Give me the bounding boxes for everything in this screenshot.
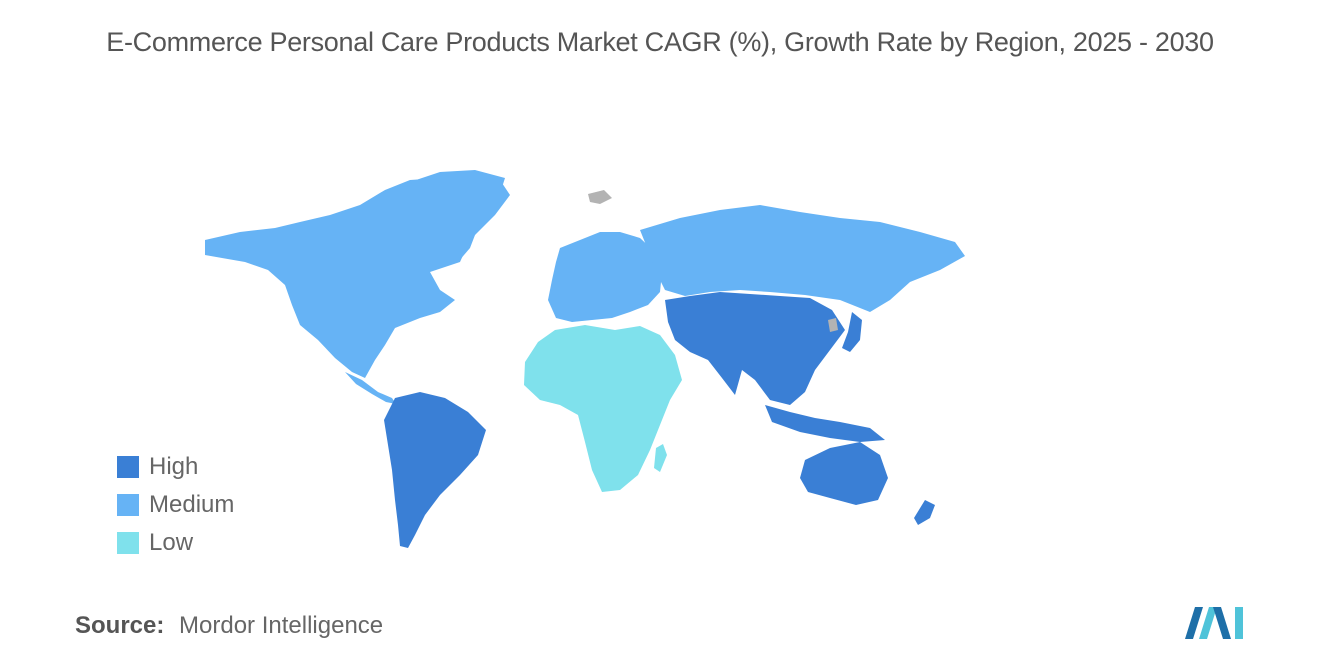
north-america <box>205 178 510 378</box>
south-america <box>384 392 486 548</box>
asia-pacific <box>665 292 845 405</box>
legend-label: Low <box>149 529 194 556</box>
source-value: Mordor Intelligence <box>179 612 384 639</box>
legend-swatch-low <box>117 532 139 554</box>
greenland <box>410 170 505 262</box>
middle-east-africa <box>524 325 682 492</box>
japan <box>842 312 862 352</box>
source-label: Source: <box>75 612 165 639</box>
russia-central-asia <box>640 205 965 312</box>
legend-label: Medium <box>149 491 235 518</box>
mordor-intelligence-logo <box>1185 607 1243 639</box>
legend-swatch-high <box>117 456 139 478</box>
legend-item-low: Low <box>117 524 234 562</box>
svalbard-no-data <box>588 190 612 204</box>
source-line: Source: Mordor Intelligence <box>75 612 383 640</box>
legend-label: High <box>149 453 199 480</box>
legend-item-medium: Medium <box>117 486 234 524</box>
australia <box>800 442 888 505</box>
legend-item-high: High <box>117 448 234 486</box>
korea-no-data <box>828 318 838 332</box>
map-legend: High Medium Low <box>117 448 234 562</box>
chart-title: E-Commerce Personal Care Products Market… <box>106 27 1214 57</box>
central-america <box>345 372 396 404</box>
madagascar <box>654 444 667 472</box>
legend-swatch-medium <box>117 494 139 516</box>
southeast-asia-islands <box>765 405 885 442</box>
new-zealand <box>914 500 935 525</box>
europe <box>548 232 662 322</box>
